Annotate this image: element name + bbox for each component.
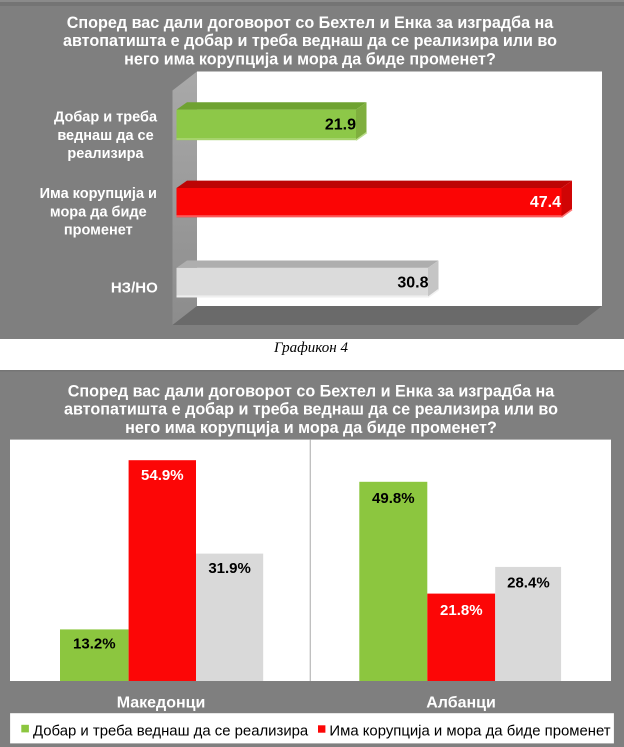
svg-text:автопатишта е добар и треба ве: автопатишта е добар и треба веднаш да се… [64,401,558,419]
svg-text:49.8%: 49.8% [372,490,415,507]
svg-text:31.9%: 31.9% [208,560,251,577]
svg-text:реализира: реализира [67,146,144,162]
svg-text:Има корупција и мора да биде п: Има корупција и мора да биде променет [329,724,610,740]
svg-text:НЗ/НО: НЗ/НО [111,280,158,297]
svg-text:21.9: 21.9 [325,117,356,134]
svg-text:мора да биде: мора да биде [50,204,147,220]
svg-text:него има корупција и мора да б: него има корупција и мора да биде промен… [125,419,497,437]
svg-text:54.9%: 54.9% [141,467,184,484]
svg-text:Добар и треба: Добар и треба [54,109,158,125]
svg-text:него има корупција и мора да б: него има корупција и мора да биде промен… [124,50,496,68]
svg-text:Македонци: Македонци [117,695,206,712]
svg-text:30.8: 30.8 [397,274,428,291]
svg-text:променет: променет [64,223,133,239]
svg-text:Има корупција и: Има корупција и [40,186,157,202]
svg-text:автопатишта е добар и треба ве: автопатишта е добар и треба веднаш да се… [63,32,557,50]
svg-text:Албанци: Албанци [426,695,496,712]
svg-text:Според вас дали договорот со Б: Според вас дали договорот со Бехтел и Ен… [68,383,556,401]
svg-text:21.8%: 21.8% [440,602,483,619]
svg-text:47.4: 47.4 [530,194,561,211]
svg-text:Добар и треба веднаш да се реа: Добар и треба веднаш да се реализира [33,724,309,740]
svg-text:28.4%: 28.4% [507,575,550,592]
svg-text:13.2%: 13.2% [73,636,116,653]
svg-text:Според вас дали договорот со Б: Според вас дали договорот со Бехтел и Ен… [67,14,555,32]
svg-text:веднаш да се: веднаш да се [57,128,153,144]
